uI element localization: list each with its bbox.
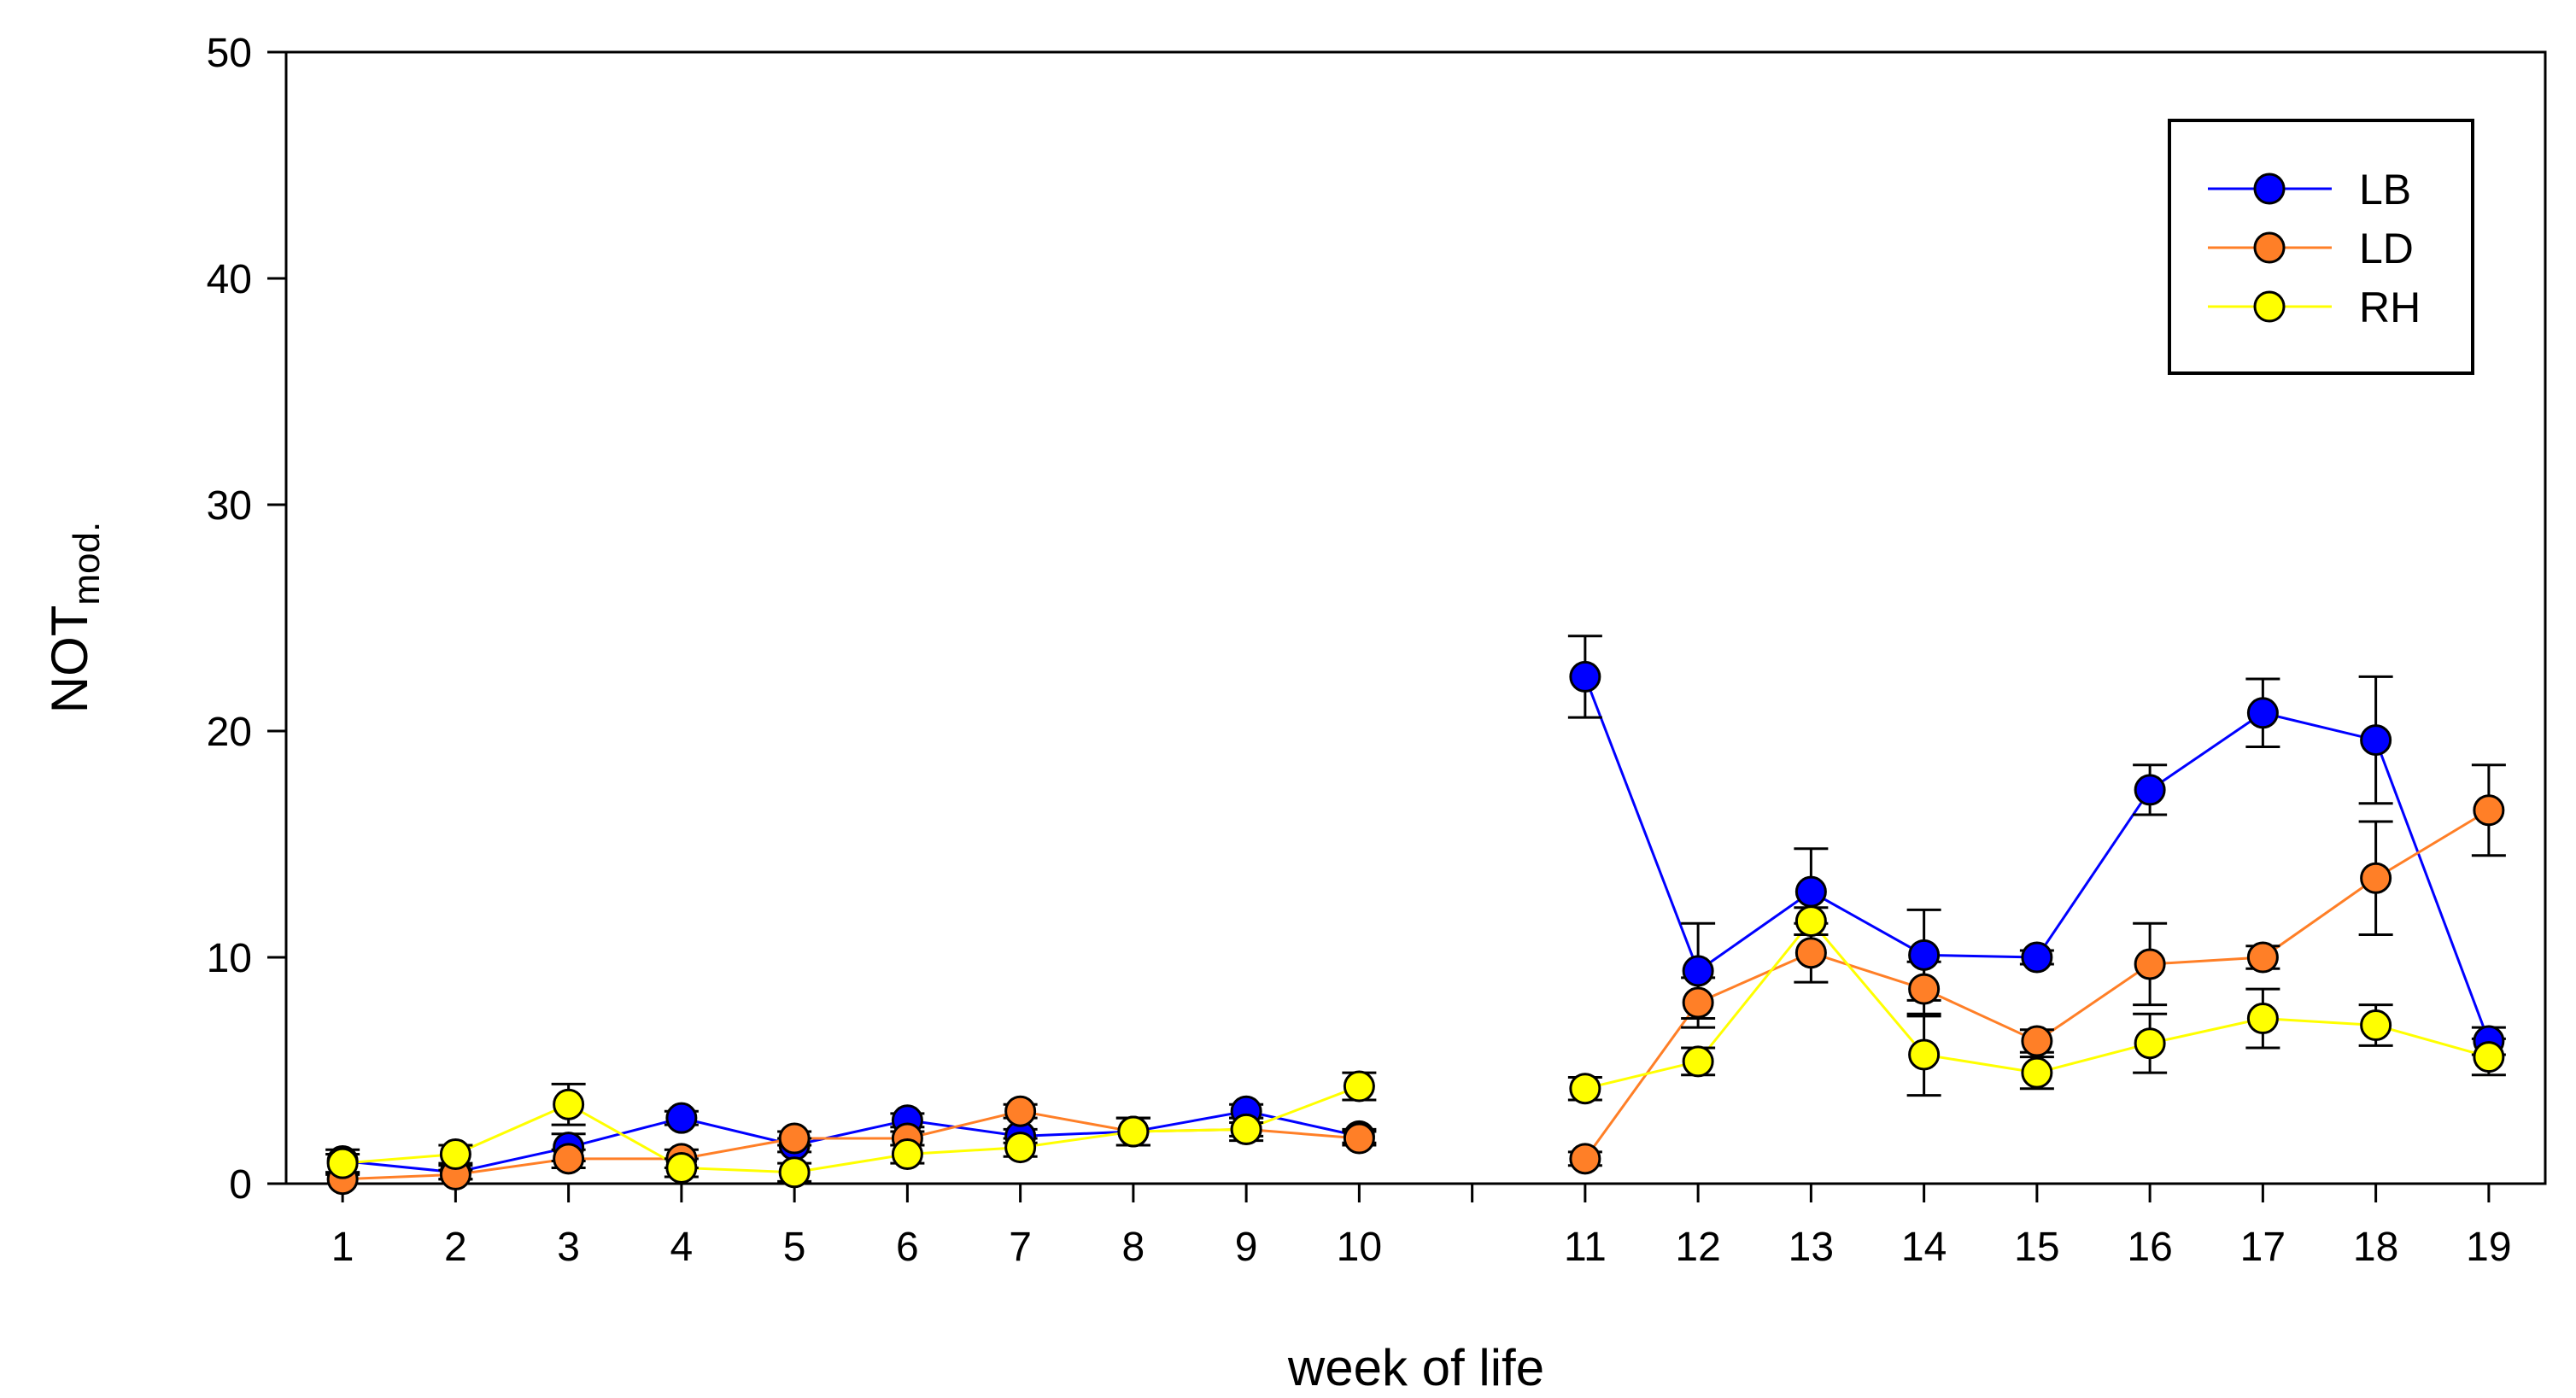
- x-tick-label: 4: [670, 1225, 694, 1270]
- x-tick-label: 19: [2466, 1225, 2511, 1270]
- x-tick-label: 12: [1675, 1225, 1720, 1270]
- data-point-rh: [2360, 1009, 2392, 1041]
- data-point-ld: [1908, 973, 1941, 1005]
- plot-frame: [284, 50, 2547, 1185]
- data-point-ld: [1004, 1095, 1037, 1127]
- x-tick-label: 10: [1337, 1225, 1382, 1270]
- x-tick-label: 7: [1009, 1225, 1032, 1270]
- series-line-lb: [1584, 676, 2491, 1042]
- series-line-lb: [342, 1109, 1360, 1174]
- data-point-rh: [665, 1151, 698, 1184]
- data-point-rh: [1117, 1115, 1150, 1148]
- legend-marker-lb: [2253, 173, 2286, 205]
- data-point-rh: [1908, 1038, 1941, 1071]
- data-point-ld: [1794, 937, 1827, 969]
- data-point-rh: [326, 1147, 359, 1179]
- legend-item-lb: LB: [2208, 166, 2411, 214]
- data-point-rh: [2021, 1056, 2053, 1089]
- x-tick-label: 3: [557, 1225, 580, 1270]
- y-tick-label: 30: [207, 483, 252, 529]
- x-tick-label: 16: [2127, 1225, 2172, 1270]
- data-point-lb: [1682, 955, 1714, 987]
- data-point-lb: [1908, 939, 1941, 971]
- y-tick-label: 20: [207, 710, 252, 755]
- data-point-rh: [2246, 1003, 2279, 1035]
- x-tick-label: 17: [2240, 1225, 2286, 1270]
- x-tick-label: 18: [2353, 1225, 2398, 1270]
- data-point-rh: [1230, 1113, 1262, 1145]
- data-point-ld: [553, 1143, 585, 1175]
- data-point-rh: [553, 1088, 585, 1120]
- x-axis-title: week of life: [1287, 1339, 1544, 1396]
- legend-label-ld: LD: [2359, 225, 2414, 272]
- svg-text:NOTmod.: NOTmod.: [41, 522, 108, 713]
- x-tick-label: 8: [1122, 1225, 1145, 1270]
- x-tick-label: 5: [783, 1225, 806, 1270]
- data-point-rh: [891, 1138, 923, 1171]
- data-point-lb: [665, 1102, 698, 1134]
- data-point-ld: [2021, 1025, 2053, 1057]
- x-tick-label: 1: [331, 1225, 354, 1270]
- x-tick-label: 13: [1789, 1225, 1834, 1270]
- y-tick-label: 40: [207, 257, 252, 302]
- x-tick-label: 15: [2014, 1225, 2059, 1270]
- data-point-ld: [1682, 986, 1714, 1019]
- legend-marker-rh: [2253, 290, 2286, 323]
- data-point-lb: [1569, 660, 1601, 693]
- data-point-rh: [778, 1156, 811, 1189]
- series-line-ld: [1584, 809, 2490, 1160]
- data-point-ld: [2134, 948, 2166, 980]
- data-point-ld: [778, 1122, 811, 1155]
- data-point-ld: [2360, 862, 2392, 894]
- data-point-ld: [1569, 1143, 1601, 1175]
- data-point-rh: [1794, 905, 1827, 938]
- x-tick-label: 11: [1564, 1225, 1607, 1270]
- x-tick-label: 9: [1235, 1225, 1258, 1270]
- legend: LB LD RH: [2168, 119, 2474, 375]
- legend-item-ld: LD: [2208, 225, 2414, 272]
- data-point-ld: [2246, 941, 2279, 974]
- y-axis-title-main: NOT: [41, 605, 98, 714]
- y-tick-label: 10: [207, 936, 252, 981]
- series-line-ld: [342, 1109, 1360, 1181]
- data-point-rh: [1343, 1070, 1375, 1103]
- data-point-ld: [2473, 794, 2505, 827]
- data-point-ld: [1343, 1122, 1375, 1155]
- data-point-lb: [1794, 875, 1827, 908]
- y-axis-title: NOTmod.: [41, 522, 108, 713]
- data-point-lb: [2360, 724, 2392, 757]
- legend-label-lb: LB: [2359, 166, 2411, 214]
- data-point-rh: [2134, 1027, 2166, 1060]
- data-point-rh: [1682, 1045, 1714, 1078]
- legend-marker-ld: [2253, 231, 2286, 264]
- y-tick-label: 0: [229, 1162, 252, 1208]
- data-point-lb: [2021, 941, 2053, 974]
- data-point-rh: [1569, 1073, 1601, 1105]
- legend-label-rh: RH: [2359, 284, 2421, 331]
- data-point-lb: [2246, 697, 2279, 729]
- y-axis-title-subscript: mod.: [66, 522, 108, 605]
- data-point-rh: [1004, 1132, 1037, 1164]
- data-point-lb: [2134, 774, 2166, 806]
- series-line-rh: [342, 1085, 1360, 1174]
- data-point-rh: [2473, 1041, 2505, 1073]
- x-tick-label: 14: [1901, 1225, 1947, 1270]
- y-tick-label: 50: [207, 31, 252, 76]
- legend-item-rh: RH: [2208, 284, 2421, 331]
- x-tick-label: 2: [444, 1225, 467, 1270]
- data-point-rh: [439, 1138, 471, 1171]
- x-tick-label: 6: [896, 1225, 919, 1270]
